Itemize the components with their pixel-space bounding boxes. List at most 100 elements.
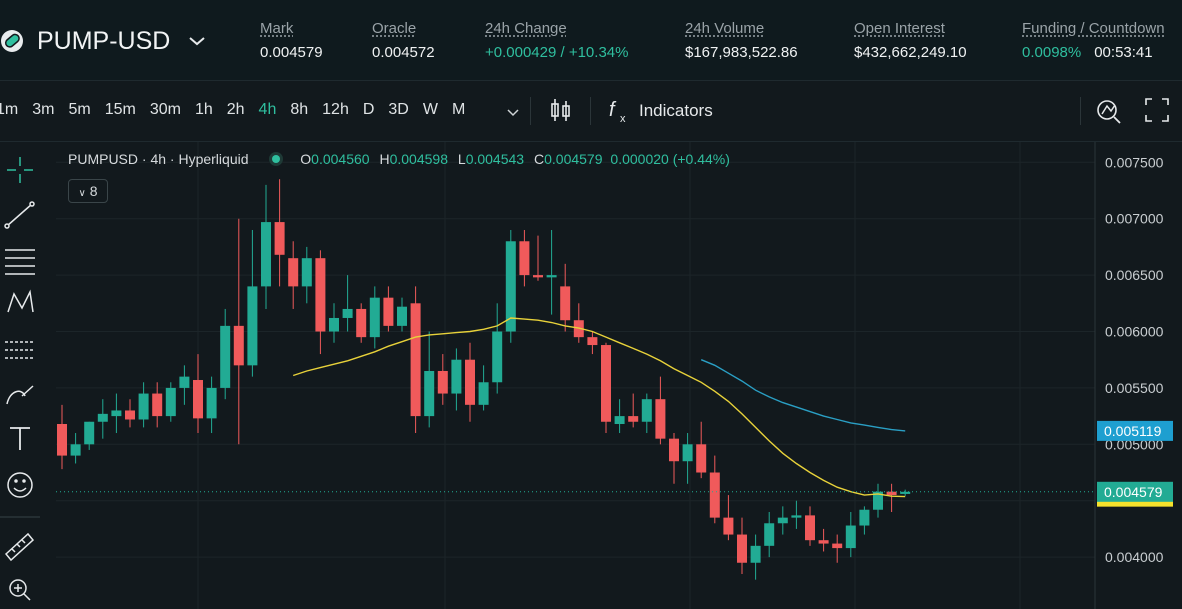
emoji-tool[interactable] bbox=[7, 472, 33, 498]
candle-body bbox=[138, 393, 149, 420]
interval-button[interactable]: 2h bbox=[226, 101, 245, 118]
open-value: 0.004560 bbox=[311, 151, 370, 167]
stat: Oracle 0.004572 bbox=[372, 20, 435, 61]
candle-body bbox=[737, 534, 747, 563]
interval-button[interactable]: D bbox=[362, 101, 375, 118]
separator bbox=[530, 97, 531, 125]
stat-label: Mark bbox=[260, 20, 294, 37]
candle-body bbox=[628, 416, 639, 422]
stat-value-text: $167,983,522.86 bbox=[685, 44, 798, 61]
stat: 24h Volume $167,983,522.86 bbox=[685, 20, 798, 61]
stat-label: 24h Change bbox=[485, 20, 567, 37]
symbol-dropdown[interactable] bbox=[187, 31, 207, 51]
stat-value-text: $432,662,249.10 bbox=[854, 44, 967, 61]
interval-button[interactable]: 15m bbox=[104, 101, 136, 118]
interval-button[interactable]: 8h bbox=[290, 101, 309, 118]
interval-button[interactable]: 4h bbox=[258, 101, 277, 118]
candle-body bbox=[777, 517, 788, 524]
interval-button[interactable]: 3m bbox=[32, 101, 55, 118]
interval-button[interactable]: W bbox=[422, 101, 438, 118]
candle-body bbox=[709, 472, 720, 518]
high-label: H bbox=[379, 151, 390, 167]
stat-value-text: 0.0098% bbox=[1022, 44, 1082, 61]
projection-tool[interactable] bbox=[5, 341, 35, 359]
price-tag bbox=[1097, 420, 1173, 441]
candle-body bbox=[492, 331, 503, 383]
y-tick-label: 0.007500 bbox=[1105, 154, 1164, 170]
candle-body bbox=[369, 297, 380, 338]
candle-body bbox=[97, 413, 108, 422]
interval-dropdown[interactable] bbox=[505, 101, 529, 125]
intervals: 1m 3m 5m 15m 30m 1h 2h 4h 8h 12h D 3D W M bbox=[0, 101, 465, 119]
candle-body bbox=[696, 444, 707, 473]
price-tag-label: 0.005119 bbox=[1104, 423, 1162, 439]
candle-body bbox=[356, 308, 367, 338]
candle-body bbox=[383, 297, 394, 326]
candle-body bbox=[315, 258, 326, 332]
y-tick-label: 0.007000 bbox=[1105, 211, 1164, 227]
interval-button[interactable]: 1h bbox=[194, 101, 213, 118]
candle-body bbox=[832, 543, 843, 549]
candle-body bbox=[614, 416, 625, 425]
stat-label: 24h Volume bbox=[685, 20, 765, 37]
status-dot bbox=[269, 152, 284, 166]
candle-body bbox=[111, 410, 122, 417]
fullscreen-button[interactable] bbox=[1143, 96, 1173, 126]
chart-type-button[interactable] bbox=[549, 96, 573, 126]
zoom-tool[interactable] bbox=[9, 579, 27, 597]
indicator-toggle[interactable]: ∨ 8 bbox=[68, 179, 108, 203]
stat-label: Funding / Countdown bbox=[1022, 20, 1165, 37]
candle-body bbox=[424, 370, 435, 417]
ruler-tool[interactable] bbox=[4, 532, 35, 562]
fib-tool[interactable] bbox=[5, 249, 35, 275]
stat: Mark 0.004579 bbox=[260, 20, 323, 61]
stat-value-text: 0.004579 bbox=[260, 44, 323, 61]
legend-title: PUMPUSD · 4h · Hyperliquid bbox=[68, 151, 249, 167]
open-label: O bbox=[300, 151, 312, 167]
brush-tool[interactable] bbox=[6, 385, 34, 405]
text-tool[interactable] bbox=[10, 427, 30, 450]
trend-line-tool[interactable] bbox=[6, 203, 33, 227]
stat: 24h Change +0.000429 / +10.34% bbox=[485, 20, 628, 61]
stat-value: 0.004579 bbox=[260, 44, 323, 61]
interval-button[interactable]: 12h bbox=[322, 101, 349, 118]
candle-body bbox=[84, 421, 95, 445]
candle-body bbox=[451, 359, 462, 394]
stat-value: +0.000429 / +10.34% bbox=[485, 44, 628, 61]
candle-body bbox=[125, 410, 135, 420]
symbol[interactable]: PUMP-USD bbox=[37, 27, 171, 55]
candle-body bbox=[261, 222, 271, 287]
alert-button[interactable] bbox=[1094, 96, 1124, 126]
crosshair-tool[interactable] bbox=[7, 157, 33, 183]
candle-body bbox=[288, 258, 299, 287]
candle-body bbox=[601, 345, 611, 422]
y-tick-label: 0.005500 bbox=[1105, 380, 1164, 396]
stat-value-text: +0.000429 / +10.34% bbox=[485, 44, 629, 61]
candle-body bbox=[655, 399, 666, 439]
candle-body bbox=[682, 444, 693, 462]
interval-button[interactable]: M bbox=[451, 101, 466, 118]
indicators-button[interactable]: Indicators bbox=[639, 101, 713, 120]
change-value: 0.000020 (+0.44%) bbox=[610, 151, 730, 167]
pattern-tool[interactable] bbox=[7, 289, 34, 313]
separator bbox=[1080, 97, 1081, 125]
candle-body bbox=[750, 545, 761, 563]
ma-line bbox=[292, 317, 906, 498]
interval-button[interactable]: 3D bbox=[388, 101, 409, 118]
stat: Funding / Countdown 0.0098% 00:53:41 bbox=[1022, 20, 1165, 61]
candle-body bbox=[505, 241, 516, 332]
low-value: 0.004543 bbox=[465, 151, 525, 167]
interval-button[interactable]: 30m bbox=[149, 101, 181, 118]
candle-body bbox=[301, 258, 312, 287]
countdown: 00:53:41 bbox=[1094, 44, 1153, 61]
candle-body bbox=[165, 387, 176, 417]
interval-button[interactable]: 5m bbox=[68, 101, 91, 118]
separator bbox=[590, 97, 591, 125]
candle-body bbox=[900, 491, 911, 494]
candle-body bbox=[546, 275, 557, 278]
candle-body bbox=[723, 517, 734, 535]
candle-body bbox=[587, 337, 598, 346]
interval-button[interactable]: 1m bbox=[0, 101, 19, 118]
